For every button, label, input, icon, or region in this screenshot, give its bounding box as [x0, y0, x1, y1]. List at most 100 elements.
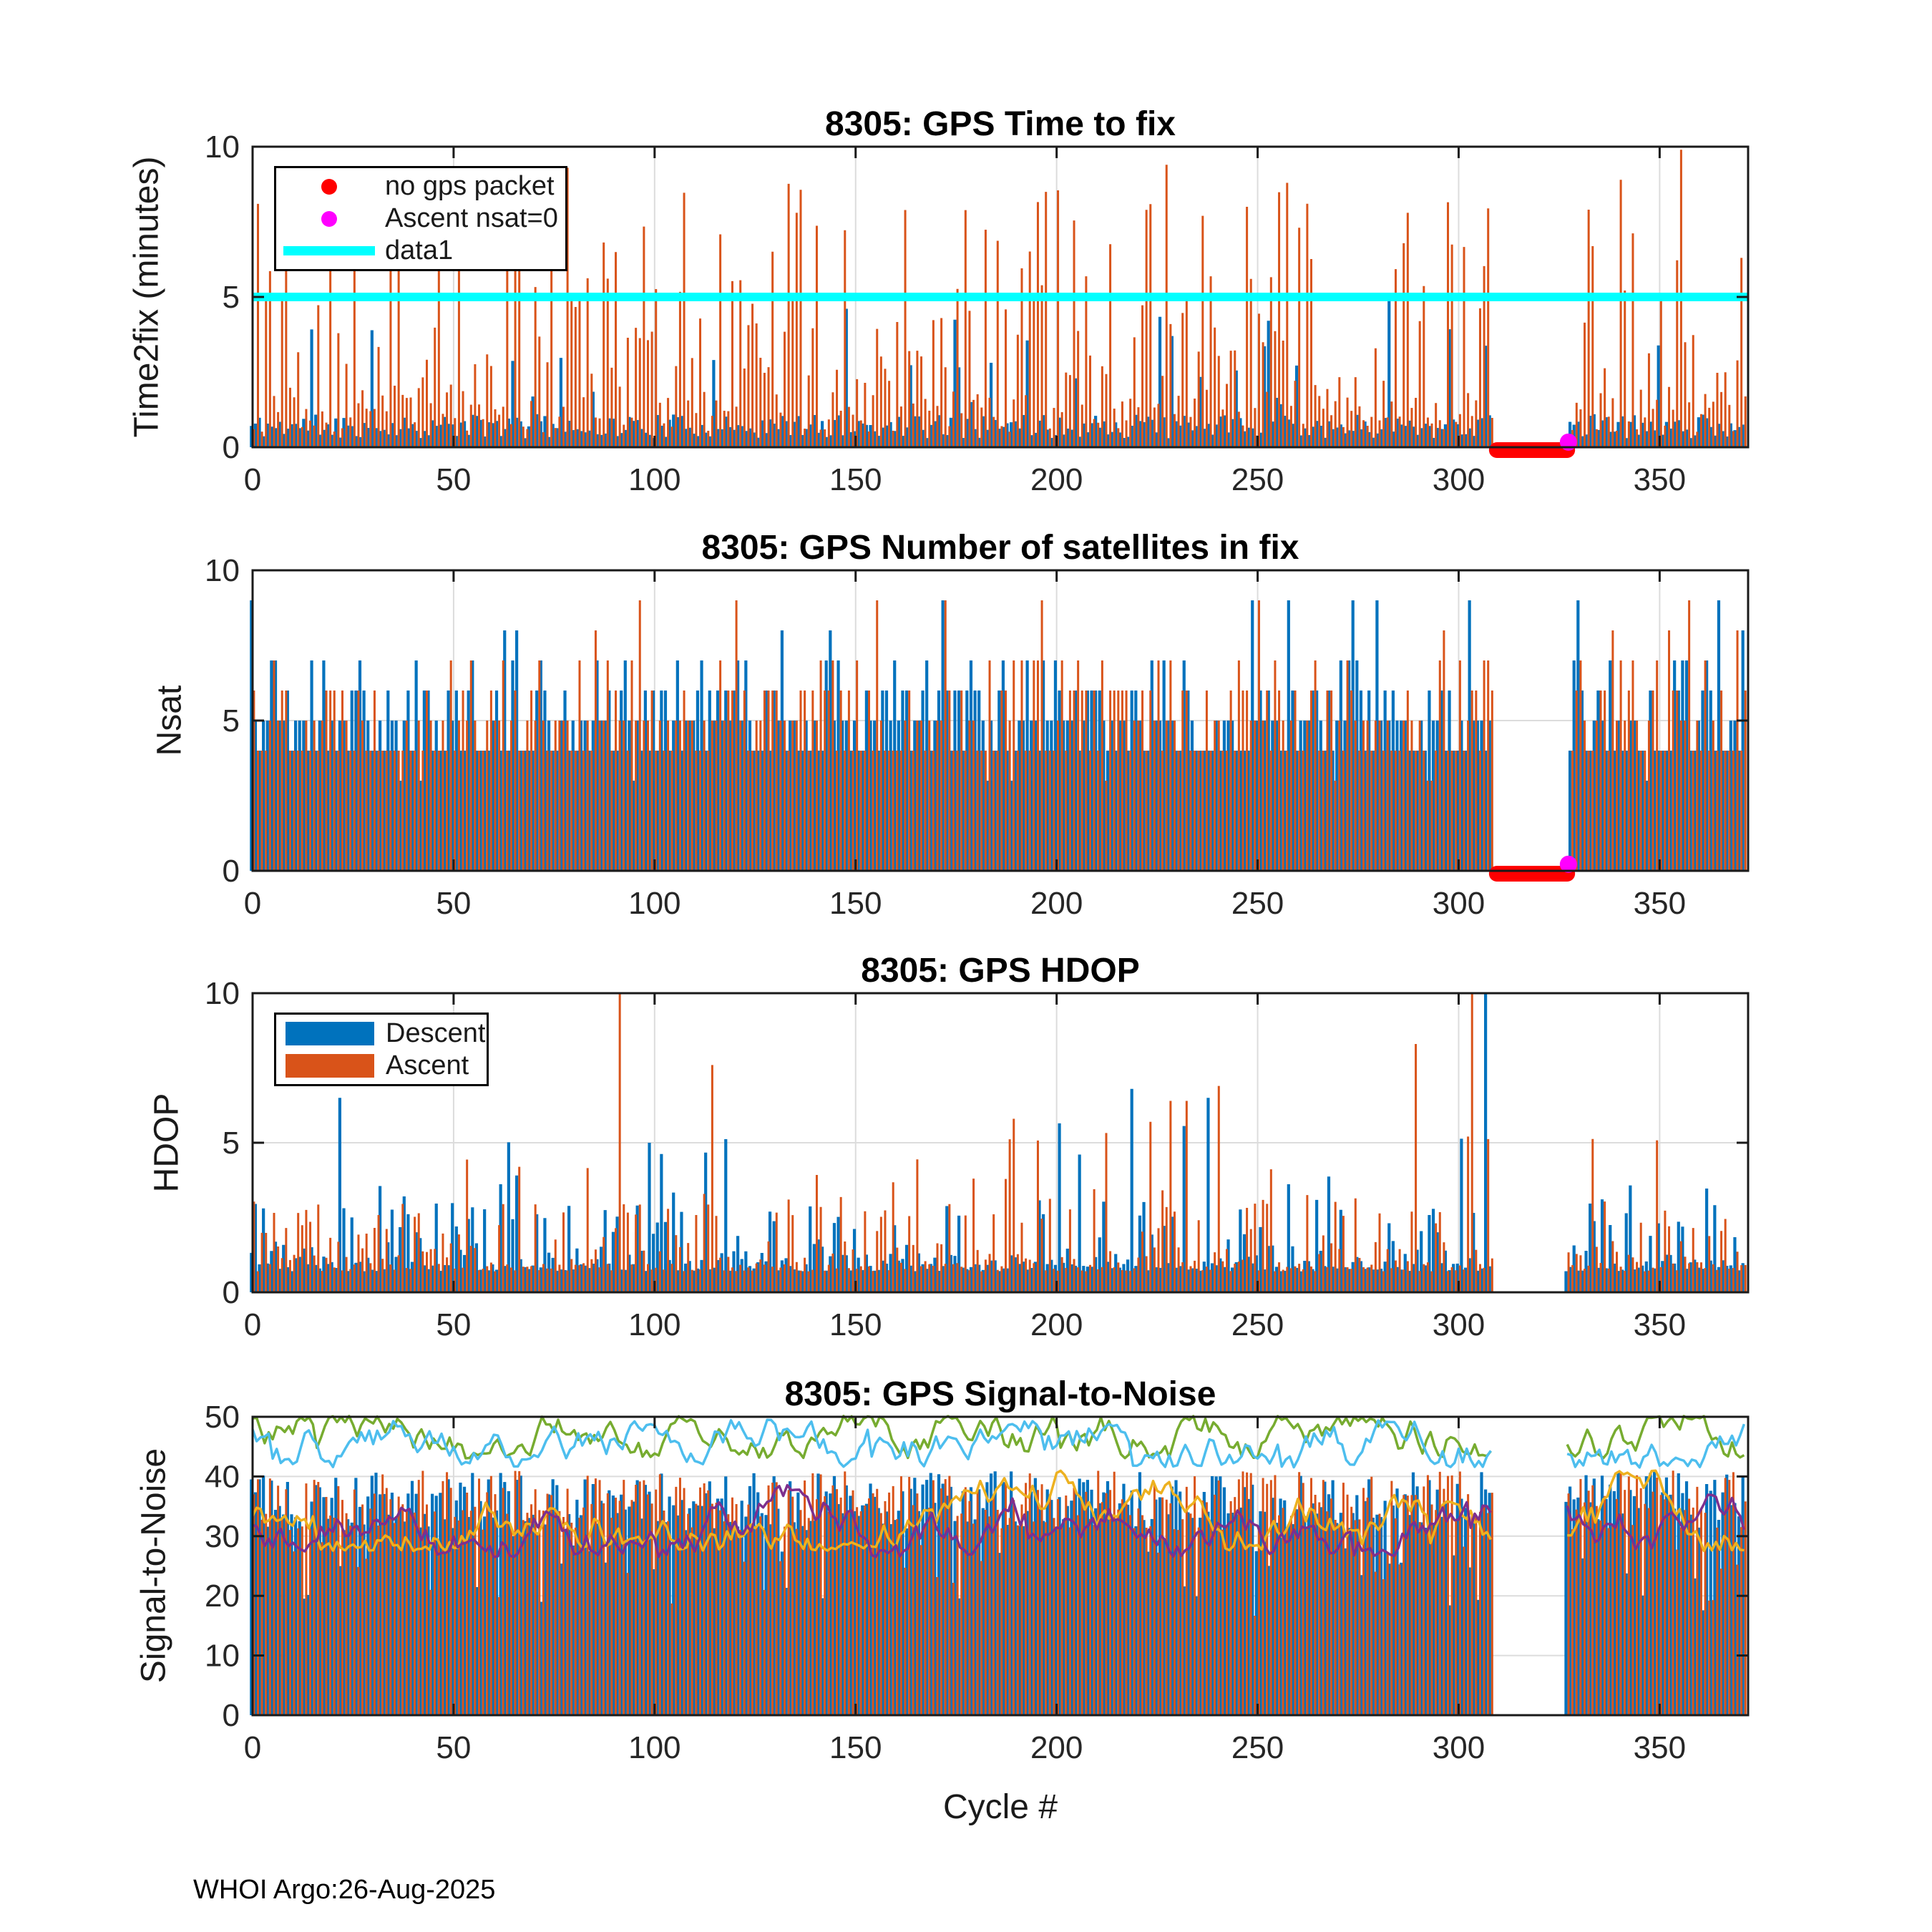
snr-line-yellow	[251, 1469, 1492, 1553]
plot2-title: 8305: GPS Number of satellites in fix	[701, 529, 1299, 567]
plot-time-to-fix: 0 50 100 150 200 250 300 350 0 5 10	[205, 130, 1750, 497]
x-tick-label: 50	[436, 886, 471, 921]
x-tick-label: 150	[829, 1307, 882, 1342]
hdop-ascent-stems	[253, 993, 1747, 1292]
y-tick-label: 0	[223, 430, 240, 465]
plot1-title: 8305: GPS Time to fix	[825, 105, 1176, 143]
y-tick-label: 30	[205, 1519, 240, 1554]
snr-line-purple	[1566, 1493, 1746, 1551]
x-tick-label: 150	[829, 462, 882, 497]
time-to-fix-ticks	[251, 145, 1748, 449]
plot2-y-axis-label: Nsat	[150, 685, 189, 756]
nsat-ticks	[251, 569, 1748, 872]
x-tick-label: 100	[628, 886, 680, 921]
legend-row-no-gps-packet: no gps packet	[276, 170, 565, 203]
y-tick-label: 10	[205, 976, 240, 1011]
legend-label-no-gps-packet: no gps packet	[385, 171, 555, 201]
x-tick-label: 350	[1634, 886, 1686, 921]
time-to-fix-ascent-stems	[253, 150, 1747, 447]
y-tick-label: 5	[223, 1126, 240, 1161]
hdop-descent-stems	[250, 993, 1745, 1292]
data1-line-icon	[283, 246, 375, 255]
plot4-title: 8305: GPS Signal-to-Noise	[784, 1375, 1216, 1413]
x-tick-label: 350	[1634, 1307, 1686, 1342]
snr-line-skyblue	[1566, 1423, 1746, 1469]
time-to-fix-tick-labels: 0 50 100 150 200 250 300 350 0 5 10	[205, 130, 1686, 497]
x-tick-label: 300	[1433, 1307, 1485, 1342]
x-tick-label: 50	[436, 1307, 471, 1342]
x-axis-label: Cycle #	[942, 1788, 1058, 1826]
ascent-swatch-icon	[286, 1053, 374, 1078]
x-tick-label: 250	[1231, 1307, 1284, 1342]
plot3-legend: Descent Ascent	[274, 1013, 489, 1086]
x-tick-label: 350	[1634, 1730, 1686, 1765]
signal-to-noise-ticks	[251, 1415, 1748, 1717]
snr-line-purple	[252, 1483, 1492, 1558]
x-tick-label: 250	[1231, 462, 1284, 497]
x-tick-label: 350	[1634, 462, 1686, 497]
y-tick-label: 20	[205, 1579, 240, 1614]
nsat-descent-stems	[250, 600, 1745, 871]
y-tick-label: 5	[223, 703, 240, 738]
x-tick-label: 250	[1231, 1730, 1284, 1765]
signal-to-noise-axes-box	[251, 1415, 1750, 1717]
y-tick-label: 0	[223, 1275, 240, 1310]
x-tick-label: 150	[829, 886, 882, 921]
plot1-legend: no gps packet Ascent nsat=0 data1	[274, 166, 567, 271]
nsat-tick-labels: 0 50 100 150 200 250 300 350 0 5 10	[205, 553, 1686, 921]
snr-line-skyblue	[251, 1418, 1492, 1469]
legend-label-ascent-nsat0: Ascent nsat=0	[385, 203, 558, 233]
plot1-y-axis-label: Time2fix (minutes)	[127, 156, 166, 438]
x-tick-label: 200	[1030, 1307, 1083, 1342]
legend-label-descent: Descent	[386, 1018, 486, 1048]
plot-signal-to-noise: 0 50 100 150 200 250 300 350 0 10 20 30 40 50	[205, 1400, 1750, 1765]
x-tick-label: 200	[1030, 886, 1083, 921]
plot-nsat: 0 50 100 150 200 250 300 350 0 5 10	[205, 553, 1750, 921]
legend-row-ascent-nsat0: Ascent nsat=0	[276, 203, 565, 235]
nsat-ascent-stems	[253, 600, 1747, 871]
x-tick-label: 100	[628, 1730, 680, 1765]
y-tick-label: 40	[205, 1459, 240, 1494]
y-tick-label: 0	[223, 1698, 240, 1733]
x-tick-label: 100	[628, 1307, 680, 1342]
plot3-y-axis-label: HDOP	[147, 1093, 186, 1193]
ascent-nsat0-dot-icon	[321, 210, 337, 227]
x-tick-label: 0	[244, 886, 261, 921]
x-tick-label: 50	[436, 462, 471, 497]
legend-row-data1: data1	[276, 235, 565, 267]
plot-hdop: 0 50 100 150 200 250 300 350 0 5 10	[205, 976, 1750, 1342]
x-tick-label: 100	[628, 462, 680, 497]
x-tick-label: 0	[244, 1307, 261, 1342]
x-tick-label: 150	[829, 1730, 882, 1765]
y-tick-label: 10	[205, 1639, 240, 1674]
y-tick-label: 0	[223, 854, 240, 889]
x-tick-label: 300	[1433, 1730, 1485, 1765]
signal-to-noise-tick-labels: 0 50 100 150 200 250 300 350 0 10 20 30 40 50	[205, 1400, 1686, 1765]
time-to-fix-descent-stems	[250, 300, 1745, 447]
footer-note: WHOI Argo:26-Aug-2025	[193, 1875, 496, 1905]
legend-label-ascent: Ascent	[386, 1050, 469, 1080]
x-tick-label: 200	[1030, 1730, 1083, 1765]
plot4-y-axis-label: Signal-to-Noise	[135, 1448, 173, 1684]
y-tick-label: 5	[223, 280, 240, 315]
x-tick-label: 250	[1231, 886, 1284, 921]
hdop-ticks	[251, 992, 1748, 1294]
x-tick-label: 200	[1030, 462, 1083, 497]
x-tick-label: 300	[1433, 462, 1485, 497]
y-tick-label: 50	[205, 1400, 240, 1435]
x-tick-label: 300	[1433, 886, 1485, 921]
x-tick-label: 0	[244, 462, 261, 497]
x-tick-label: 0	[244, 1730, 261, 1765]
y-tick-label: 10	[205, 553, 240, 588]
plot3-title: 8305: GPS HDOP	[861, 952, 1140, 990]
legend-row-descent: Descent	[276, 1018, 487, 1050]
x-tick-label: 50	[436, 1730, 471, 1765]
legend-label-data1: data1	[385, 235, 454, 265]
hdop-tick-labels: 0 50 100 150 200 250 300 350 0 5 10	[205, 976, 1686, 1342]
snr-line-yellow	[1567, 1469, 1745, 1553]
legend-row-ascent: Ascent	[276, 1050, 487, 1082]
descent-swatch-icon	[286, 1021, 374, 1045]
y-tick-label: 10	[205, 130, 240, 165]
